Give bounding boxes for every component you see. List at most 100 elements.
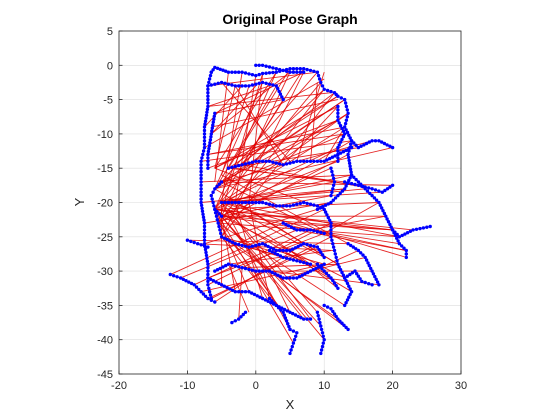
pose-node — [380, 140, 384, 144]
pose-node — [199, 190, 203, 194]
y-tick-label: -25 — [97, 232, 113, 244]
pose-node — [374, 277, 378, 281]
pose-node — [331, 198, 335, 202]
pose-node — [243, 200, 248, 205]
pose-node — [281, 276, 285, 280]
pose-node — [315, 230, 320, 234]
pose-node — [331, 173, 335, 177]
pose-node — [257, 81, 261, 86]
pose-node — [264, 201, 268, 206]
pose-node — [201, 292, 206, 296]
pose-node — [288, 70, 292, 74]
pose-node — [212, 114, 216, 119]
pose-node — [254, 200, 258, 205]
pose-node — [240, 163, 244, 167]
pose-node — [250, 200, 255, 205]
pose-node — [294, 334, 298, 338]
loop-closure-edge — [207, 85, 270, 107]
pose-node — [346, 152, 350, 157]
pose-node — [206, 262, 210, 266]
pose-node — [292, 338, 297, 342]
pose-node — [187, 280, 191, 284]
pose-node — [206, 149, 211, 154]
loop-closure-edge — [211, 71, 291, 135]
pose-node — [168, 272, 172, 277]
pose-node — [239, 315, 243, 319]
pose-node — [258, 295, 262, 299]
pose-node — [342, 323, 346, 327]
pose-node — [350, 271, 355, 275]
pose-node — [281, 310, 285, 314]
loop-closure-edge — [221, 147, 339, 203]
pose-node — [295, 228, 299, 232]
pose-node — [210, 129, 214, 133]
pose-node — [388, 144, 392, 148]
pose-node — [212, 117, 216, 121]
pose-node — [202, 224, 207, 229]
pose-node — [298, 159, 302, 163]
pose-node — [269, 246, 273, 250]
pose-node — [332, 180, 337, 184]
pose-node — [319, 324, 323, 328]
pose-node — [230, 240, 235, 244]
pose-node — [308, 243, 313, 248]
pose-node — [341, 134, 346, 139]
pose-node — [354, 247, 358, 251]
pose-node — [260, 200, 265, 205]
pose-node — [247, 84, 251, 88]
pose-node — [263, 298, 268, 302]
x-axis-ticks: -20 -10 0 10 20 30 — [111, 370, 467, 392]
pose-node — [305, 317, 309, 321]
pose-node — [243, 84, 248, 88]
pose-node — [296, 314, 300, 319]
pose-node — [200, 156, 204, 160]
pose-node — [289, 348, 293, 352]
pose-node — [202, 132, 207, 136]
pose-node — [266, 244, 270, 249]
pose-node — [329, 89, 333, 94]
pose-node — [243, 266, 248, 271]
pose-node — [325, 305, 330, 309]
pose-node — [206, 84, 210, 88]
pose-node — [230, 200, 234, 205]
pose-node — [338, 140, 343, 144]
pose-node — [240, 200, 244, 205]
pose-node — [206, 152, 210, 157]
pose-node — [274, 204, 278, 208]
pose-node — [260, 159, 265, 163]
pose-node — [316, 73, 321, 78]
pose-node — [223, 81, 227, 86]
pose-node — [390, 183, 395, 187]
pose-node — [321, 341, 325, 345]
pose-node — [345, 130, 350, 135]
pose-node — [334, 284, 338, 288]
pose-node — [326, 202, 330, 206]
pose-node — [363, 187, 367, 191]
pose-node — [291, 203, 296, 207]
pose-node — [382, 141, 387, 146]
pose-node — [217, 281, 221, 286]
pose-node — [257, 200, 261, 205]
pose-node — [219, 235, 224, 239]
pose-node — [312, 159, 316, 163]
pose-node — [276, 252, 280, 257]
pose-node — [364, 141, 369, 146]
y-axis-ticks: 5 0 -5 -10 -15 -20 -25 -30 -35 -40 -45 — [97, 26, 123, 381]
pose-node — [291, 341, 296, 345]
pose-node — [197, 287, 201, 292]
pose-node — [336, 94, 340, 98]
pose-node — [347, 161, 352, 165]
pose-node — [206, 266, 210, 270]
y-tick-label: -35 — [97, 300, 113, 312]
pose-node — [288, 276, 292, 280]
pose-node — [277, 89, 281, 94]
pose-node — [260, 63, 265, 67]
pose-node — [336, 149, 340, 153]
loop-closure-edge — [221, 71, 291, 217]
pose-node — [213, 82, 217, 86]
pose-node — [344, 301, 348, 305]
pose-node — [288, 310, 292, 314]
y-tick-label: 0 — [107, 60, 113, 72]
pose-node — [273, 251, 277, 255]
pose-node — [320, 84, 325, 88]
